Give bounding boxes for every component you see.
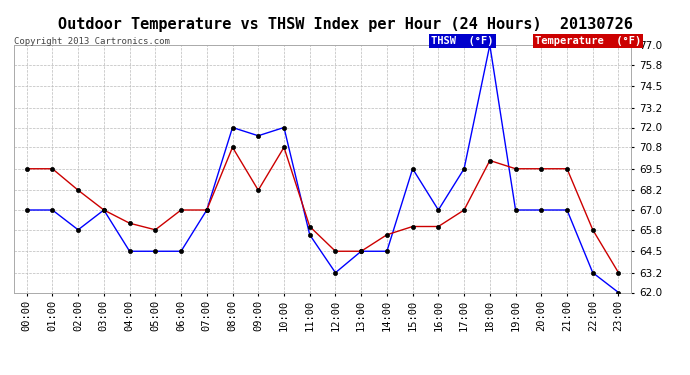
Text: Copyright 2013 Cartronics.com: Copyright 2013 Cartronics.com: [14, 38, 170, 46]
Text: Temperature  (°F): Temperature (°F): [535, 36, 641, 46]
Text: THSW  (°F): THSW (°F): [431, 36, 494, 46]
Text: Outdoor Temperature vs THSW Index per Hour (24 Hours)  20130726: Outdoor Temperature vs THSW Index per Ho…: [57, 17, 633, 32]
